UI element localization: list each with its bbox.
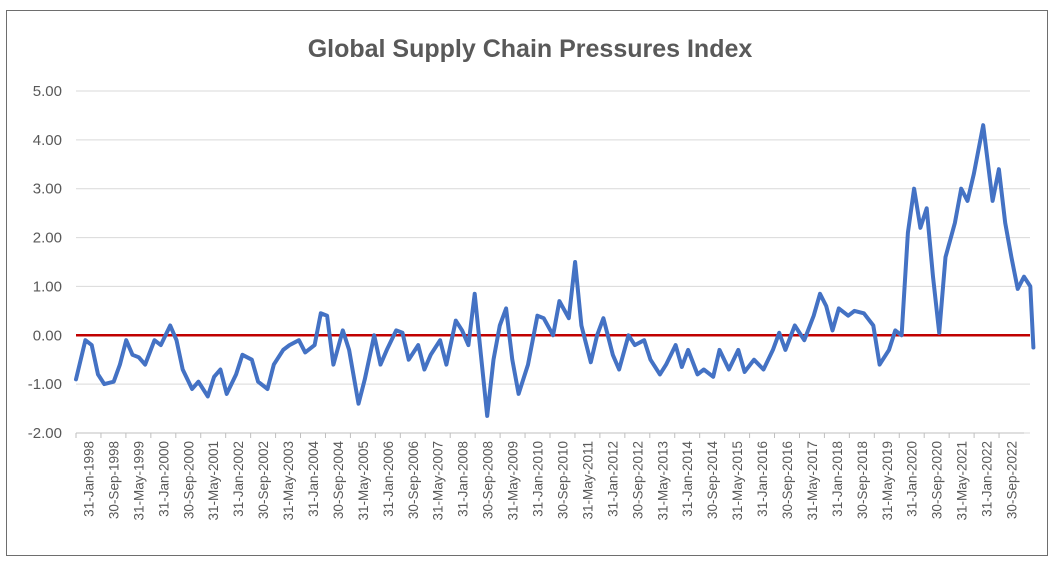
x-tick-label: 31-Jan-2022 <box>980 441 995 517</box>
x-tick-label: 30-Sep-2014 <box>705 441 720 520</box>
x-tick-label: 31-May-2005 <box>356 441 371 521</box>
x-tick-label: 31-Jan-2018 <box>830 441 845 517</box>
gridlines <box>76 90 1030 434</box>
x-tick-label: 30-Sep-2012 <box>630 441 645 519</box>
x-tick-label: 31-May-2009 <box>506 441 521 521</box>
x-tick-label: 30-Sep-2022 <box>1005 441 1020 519</box>
y-tick-label: 4.00 <box>33 132 62 149</box>
x-tick-label: 31-Jan-2006 <box>381 441 396 517</box>
x-axis <box>75 432 1024 438</box>
x-tick-label: 31-Jan-2004 <box>306 441 321 517</box>
chart-frame <box>6 10 1048 556</box>
x-tick-label: 31-Jan-2014 <box>680 441 695 517</box>
x-tick-label: 31-Jan-2000 <box>156 441 171 517</box>
x-tick-label: 31-May-1999 <box>131 441 146 521</box>
x-tick-label: 31-May-2019 <box>880 441 895 521</box>
x-tick-label: 31-Jan-2020 <box>905 441 920 517</box>
x-tick-label: 31-May-2017 <box>805 441 820 521</box>
x-tick-label: 31-May-2007 <box>431 441 446 521</box>
y-tick-label: 5.00 <box>33 83 62 100</box>
x-tick-label: 31-May-2011 <box>580 441 595 520</box>
x-tick-label: 30-Sep-2004 <box>331 441 346 520</box>
x-tick-label: 30-Sep-1998 <box>106 441 121 519</box>
x-tick-label: 31-Jan-2010 <box>531 441 546 517</box>
x-tick-label: 31-Jan-2008 <box>456 441 471 517</box>
x-tick-label: 31-May-2015 <box>730 441 745 521</box>
y-tick-label: 3.00 <box>33 181 62 198</box>
y-tick-label: -2.00 <box>28 425 62 442</box>
series-layer <box>74 123 1036 418</box>
x-tick-label: 31-Jan-2012 <box>605 441 620 517</box>
series-line <box>74 123 1036 418</box>
x-tick-label: 30-Sep-2016 <box>780 441 795 519</box>
chart-title: Global Supply Chain Pressures Index <box>308 35 753 63</box>
x-tick-label: 30-Sep-2010 <box>555 441 570 519</box>
x-tick-label: 31-May-2013 <box>655 441 670 521</box>
x-tick-label: 30-Sep-2006 <box>406 441 421 519</box>
x-tick-label: 30-Sep-2000 <box>181 441 196 519</box>
x-tick-label: 31-May-2021 <box>955 441 970 521</box>
x-tick-label: 31-Jan-2016 <box>755 441 770 517</box>
x-axis-tick-labels: 31-Jan-1998 30-Sep-1998 31-May-1999 31-Jan-… <box>81 441 1019 521</box>
x-tick-label: 31-May-2003 <box>281 441 296 521</box>
x-tick-label: 31-May-2001 <box>206 441 221 521</box>
y-tick-label: -1.00 <box>28 376 62 393</box>
y-tick-label: 0.00 <box>33 327 62 344</box>
x-tick-label: 30-Sep-2002 <box>256 441 271 519</box>
x-tick-label: 30-Sep-2018 <box>855 441 870 519</box>
y-axis-tick-labels: 5.00 4.00 3.00 2.00 1.00 0.00 -1.00 -2.00 <box>28 83 62 442</box>
y-tick-label: 1.00 <box>33 278 62 295</box>
x-tick-label: 31-Jan-2002 <box>231 441 246 517</box>
x-tick-label: 30-Sep-2008 <box>481 441 496 519</box>
x-tick-label: 30-Sep-2020 <box>930 441 945 519</box>
x-tick-label: 31-Jan-1998 <box>81 441 96 517</box>
y-tick-label: 2.00 <box>33 230 62 247</box>
